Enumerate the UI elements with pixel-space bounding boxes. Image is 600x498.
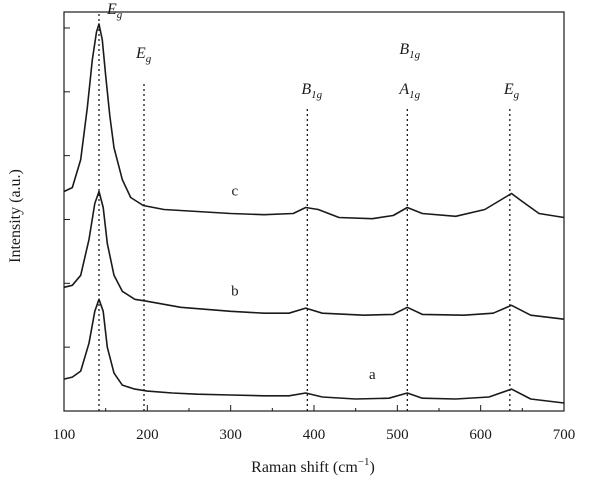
- peak-labels: Eg Eg B1g A1g B1g Eg: [106, 1, 520, 101]
- x-tick-label: 200: [136, 427, 159, 443]
- curve-label-b: b: [231, 283, 239, 299]
- x-axis-title-superscript: −1: [358, 456, 370, 468]
- x-tick-label: 400: [303, 427, 326, 443]
- curve-label-c: c: [231, 184, 238, 200]
- peak-label-Eg: Eg: [135, 45, 152, 65]
- x-axis-ticks: 100 200 300 400 500 600 700: [53, 405, 576, 443]
- x-axis-title-close: ): [370, 459, 375, 476]
- y-axis-title: Intensity (a.u.): [7, 169, 24, 263]
- series-curves: [63, 23, 565, 404]
- x-tick-label: 300: [219, 427, 242, 443]
- plot-frame: [63, 11, 565, 412]
- x-tick-label: 100: [53, 427, 76, 443]
- curve-label-a: a: [369, 367, 376, 383]
- peak-label-Eg: Eg: [503, 81, 520, 101]
- curve-labels: a b c: [231, 184, 376, 384]
- peak-label-A1g: A1g: [398, 81, 420, 101]
- series-line-a: [63, 298, 565, 404]
- peak-marker-lines: [98, 12, 511, 411]
- x-tick-label: 500: [386, 427, 409, 443]
- peak-label-B1g: B1g: [399, 41, 420, 61]
- x-tick-label: 600: [469, 427, 492, 443]
- series-line-b: [63, 190, 565, 320]
- plot-frame-group: [63, 11, 565, 412]
- peak-label-B1g: B1g: [301, 81, 322, 101]
- peak-label-Eg: Eg: [106, 1, 123, 21]
- x-axis-title-main: Raman shift (cm: [251, 459, 358, 476]
- x-axis-title: Raman shift (cm−1): [251, 456, 375, 476]
- series-line-c: [63, 23, 565, 220]
- y-axis-ticks: [64, 27, 70, 412]
- x-tick-label: 700: [553, 427, 576, 443]
